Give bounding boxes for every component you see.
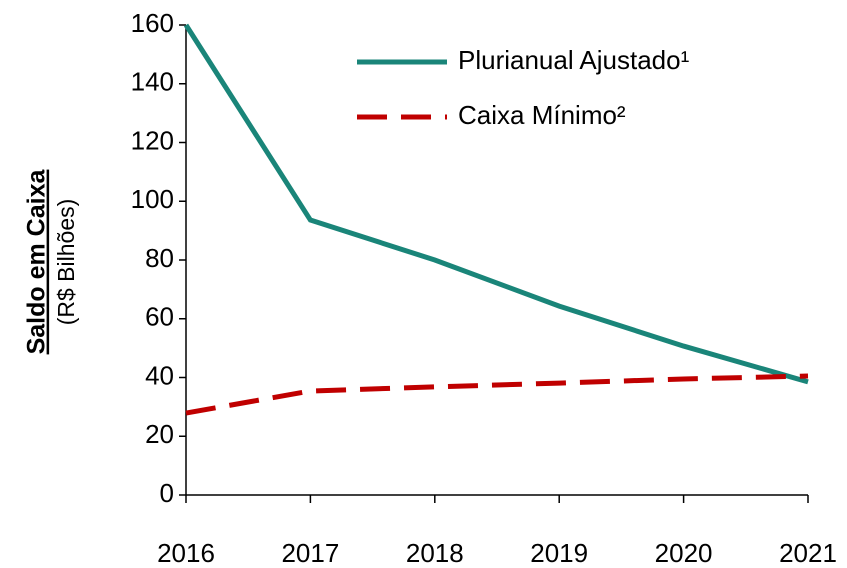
- x-tick-label: 2019: [530, 538, 588, 568]
- y-tick-label: 0: [160, 478, 174, 508]
- y-tick-label: 40: [145, 360, 174, 390]
- legend-label: Plurianual Ajustado¹: [458, 45, 690, 75]
- y-tick-label: 100: [131, 184, 174, 214]
- y-axis-title: Saldo em Caixa: [23, 169, 51, 355]
- series-line: [185, 373, 809, 416]
- y-tick-label: 120: [131, 125, 174, 155]
- y-tick-label: 20: [145, 419, 174, 449]
- x-tick-label: 2021: [779, 538, 837, 568]
- x-tick-label: 2016: [157, 538, 215, 568]
- y-tick-label: 80: [145, 243, 174, 273]
- y-tick-label: 140: [131, 67, 174, 97]
- y-axis-unit: (R$ Bilhões): [53, 199, 79, 326]
- series-line: [183, 23, 809, 385]
- legend-label: Caixa Mínimo²: [458, 100, 626, 130]
- x-tick-label: 2017: [281, 538, 339, 568]
- x-tick-label: 2020: [655, 538, 713, 568]
- y-tick-label: 160: [131, 8, 174, 38]
- x-tick-label: 2018: [406, 538, 464, 568]
- y-tick-label: 60: [145, 302, 174, 332]
